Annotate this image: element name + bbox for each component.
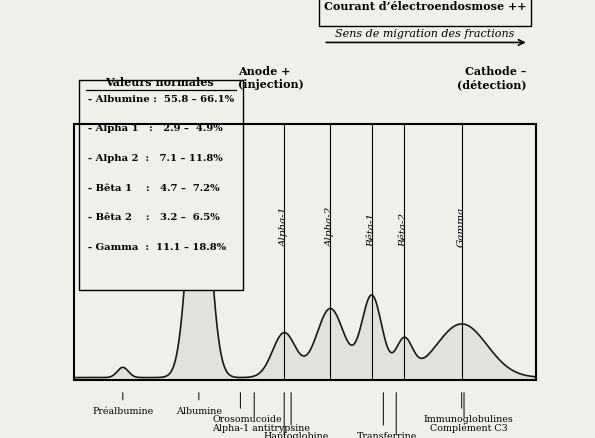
Text: Transferrine: Transferrine (357, 432, 417, 438)
Text: - Alpha 1   :   2.9 –  4.9%: - Alpha 1 : 2.9 – 4.9% (88, 124, 223, 134)
Text: Albumine: Albumine (192, 168, 205, 239)
Text: Anode +
(injection): Anode + (injection) (238, 66, 304, 90)
Text: Haptoglobine: Haptoglobine (263, 432, 328, 438)
Text: Valeurs normales: Valeurs normales (105, 77, 214, 88)
Text: Sens de migration des fractions: Sens de migration des fractions (335, 29, 514, 39)
Text: Complément C3: Complément C3 (430, 424, 508, 433)
Text: - Bêta 2    :   3.2 –  6.5%: - Bêta 2 : 3.2 – 6.5% (88, 213, 220, 223)
Text: Courant d’électroendosmose ++: Courant d’électroendosmose ++ (324, 0, 526, 11)
Text: Albumine: Albumine (176, 406, 222, 416)
Text: Alpha-2: Alpha-2 (326, 206, 335, 247)
Text: Alpha-1 antitrypsine: Alpha-1 antitrypsine (212, 424, 310, 433)
FancyBboxPatch shape (79, 80, 243, 290)
Text: Bêta-2: Bêta-2 (400, 212, 409, 247)
Bar (74, 124, 536, 380)
Text: - Bêta 1    :   4.7 –  7.2%: - Bêta 1 : 4.7 – 7.2% (88, 184, 220, 193)
Text: Gamma: Gamma (457, 206, 466, 247)
Text: - Albumine :  55.8 – 66.1%: - Albumine : 55.8 – 66.1% (88, 95, 234, 104)
Text: Cathode –
(détection): Cathode – (détection) (457, 66, 526, 90)
FancyBboxPatch shape (319, 0, 531, 25)
Text: - Alpha 2  :   7.1 – 11.8%: - Alpha 2 : 7.1 – 11.8% (88, 154, 223, 163)
Text: Orosomucoide: Orosomucoide (212, 415, 282, 424)
Text: - Gamma  :  11.1 – 18.8%: - Gamma : 11.1 – 18.8% (88, 243, 226, 252)
Text: Préalbumine: Préalbumine (92, 406, 154, 416)
Text: Alpha-1: Alpha-1 (280, 206, 289, 247)
Text: Immunoglobulines: Immunoglobulines (424, 415, 513, 424)
Text: Bêta-1: Bêta-1 (367, 212, 376, 247)
